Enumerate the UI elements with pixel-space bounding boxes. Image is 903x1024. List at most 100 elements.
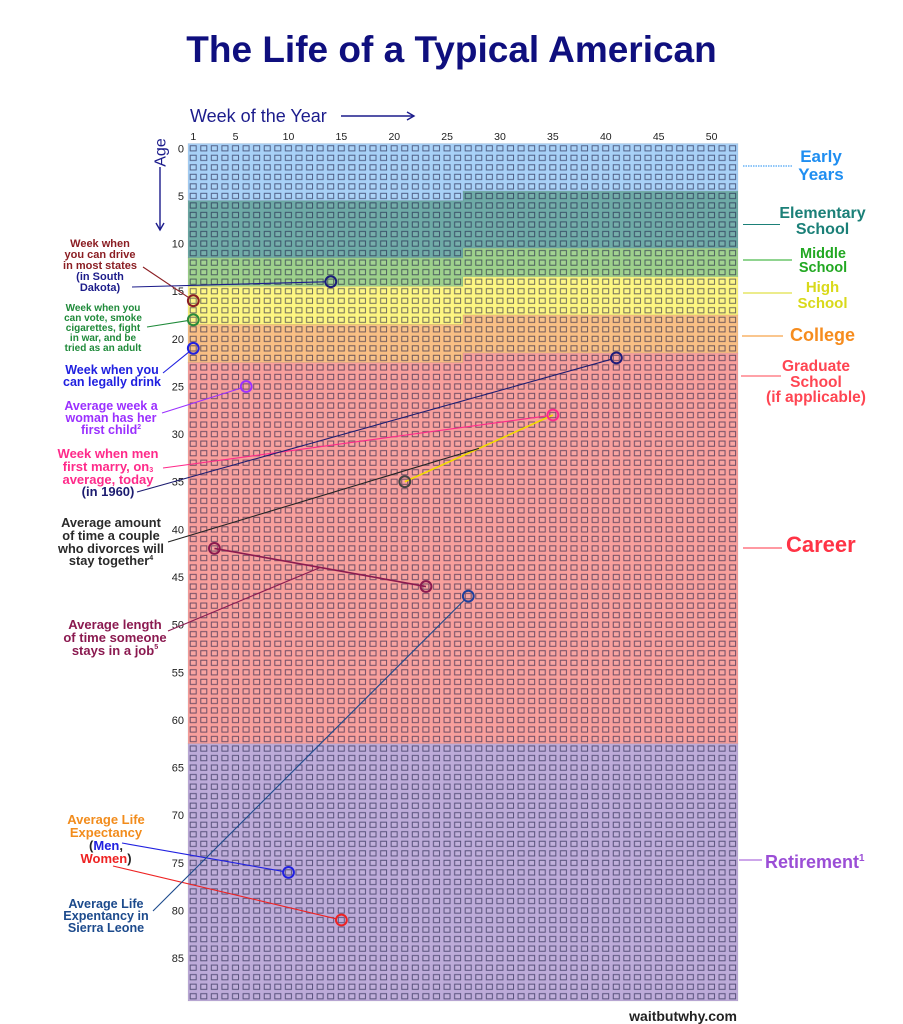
age-tick-label: 20 bbox=[172, 334, 184, 346]
band-label-high-school: High School bbox=[797, 278, 847, 312]
week-tick-label: 30 bbox=[494, 131, 506, 143]
annotation-text: first marry, on bbox=[62, 458, 150, 474]
leader-drive-south-dakota bbox=[131, 281, 326, 288]
leader-life-women bbox=[112, 865, 337, 920]
leader-life-men bbox=[121, 842, 284, 872]
annotation-line: first marry, on3 bbox=[58, 458, 159, 474]
week-tick-label: 25 bbox=[441, 131, 453, 143]
week-tick-label: 10 bbox=[283, 131, 295, 143]
band-label-leaders bbox=[739, 165, 792, 861]
annotation-line: Women) bbox=[67, 850, 145, 866]
week-tick-label: 15 bbox=[336, 131, 348, 143]
event-markers bbox=[186, 275, 623, 927]
leader-marry-1960 bbox=[136, 358, 612, 493]
annotation-marry-1960: (in 1960) bbox=[82, 485, 135, 499]
age-tick-label: 30 bbox=[172, 429, 184, 441]
leader-drive bbox=[142, 266, 190, 299]
age-tick-label: 75 bbox=[172, 858, 184, 870]
marker-drive-south-dakota bbox=[324, 275, 338, 289]
paren-close: ) bbox=[127, 850, 132, 866]
week-tick-label: 5 bbox=[233, 131, 239, 143]
band-label-middle-school: Middle School bbox=[799, 246, 847, 275]
annotation-job: Average length of time someone stays in … bbox=[63, 618, 166, 657]
week-tick-label: 20 bbox=[388, 131, 400, 143]
annotation-sierra-leone: Average Life Expentancy in Sierra Leone bbox=[63, 896, 149, 936]
annotation-line: can legally drink bbox=[63, 375, 161, 390]
marker-marry-1960 bbox=[610, 351, 623, 365]
band-label-line: School bbox=[795, 221, 850, 238]
band-label-college: College bbox=[790, 325, 855, 345]
annotation-vote: Week when you can vote, smoke cigarettes… bbox=[64, 304, 142, 354]
band-label-line: Elementary bbox=[779, 205, 866, 222]
age-tick-label: 55 bbox=[172, 667, 184, 679]
marker-first-child bbox=[239, 380, 253, 393]
week-tick-label: 50 bbox=[706, 131, 718, 143]
week-tick-label: 35 bbox=[547, 131, 559, 143]
paren-open: ( bbox=[89, 837, 94, 853]
band-label-line: School bbox=[790, 373, 842, 391]
band-label-line: College bbox=[790, 325, 856, 345]
marker-sierra-leone bbox=[461, 589, 475, 603]
annotation-line: Week when men bbox=[57, 446, 159, 461]
week-grid bbox=[188, 143, 738, 1001]
annotation-line: stay together4 bbox=[58, 554, 164, 568]
annotation-line: cigarettes, fight bbox=[65, 323, 141, 334]
annotation-line: Expectancy bbox=[69, 825, 143, 841]
band-label-line: High bbox=[805, 278, 840, 296]
watermark[interactable]: waitbutwhy.com bbox=[629, 1008, 737, 1024]
leader-drink bbox=[162, 351, 190, 374]
footnote-marker: 5 bbox=[154, 643, 159, 652]
annotation-marry-today: Week when men first marry, on3 average, … bbox=[57, 446, 159, 486]
band-label-graduate-school: Graduate School (if applicable) bbox=[766, 359, 866, 406]
band-label-retirement: Retirement1 bbox=[765, 851, 865, 873]
age-tick-label: 70 bbox=[172, 810, 184, 822]
annotation-leaders bbox=[112, 266, 612, 920]
band-label-line: Graduate bbox=[781, 358, 851, 375]
footnote-marker: 1 bbox=[859, 852, 865, 864]
annotation-line: Week when bbox=[70, 237, 130, 250]
footnote-marker: 4 bbox=[149, 555, 154, 563]
age-tick-label: 65 bbox=[172, 763, 184, 775]
band-label-line: Career bbox=[786, 532, 856, 557]
marker-drink bbox=[186, 341, 200, 355]
annotation-line: Dakota) bbox=[79, 281, 121, 294]
band-label-line: Early bbox=[800, 147, 842, 166]
leader-divorce bbox=[167, 447, 480, 543]
leader-job bbox=[167, 566, 321, 632]
age-tick-label: 85 bbox=[172, 953, 184, 965]
annotation-divorce: Average amount of time a couple who divo… bbox=[58, 515, 164, 568]
marker-job-start bbox=[208, 542, 221, 555]
annotation-line: Sierra Leone bbox=[67, 921, 145, 936]
annotation-line: woman has her bbox=[65, 410, 157, 425]
age-axis-label: Age bbox=[153, 138, 170, 167]
span-job-tenure bbox=[214, 547, 427, 588]
axis-ticks: 1 5 10 15 20 25 30 35 40 45 5005101520253035404550… bbox=[172, 131, 718, 965]
chart-title: The Life of a Typical American bbox=[186, 29, 717, 70]
band-label-line: Retirement1 bbox=[765, 851, 865, 873]
band-label-text: Retirement bbox=[765, 852, 860, 872]
marker-marry-today bbox=[546, 408, 560, 422]
age-tick-label: 0 bbox=[178, 143, 184, 155]
marker-divorce bbox=[398, 475, 412, 489]
week-axis-label: Week of the Year bbox=[190, 106, 327, 126]
age-tick-label: 35 bbox=[172, 477, 184, 489]
leader-sierra-leone bbox=[152, 599, 465, 912]
age-tick-label: 50 bbox=[172, 620, 184, 632]
band-label-early-years: Early Years bbox=[798, 148, 843, 183]
band-label-line: (if applicable) bbox=[766, 389, 866, 406]
band-label-line: Middle bbox=[800, 246, 846, 262]
annotation-drive: Week when you can drive in most states bbox=[63, 237, 137, 272]
marker-job-end bbox=[419, 580, 433, 593]
leader-marry-today bbox=[162, 415, 548, 469]
annotation-line: Average amount bbox=[61, 515, 161, 530]
leader-vote bbox=[146, 320, 189, 328]
annotation-line: who divorces will bbox=[58, 540, 164, 556]
annotation-line: Average Life bbox=[68, 896, 144, 911]
annotation-life-expectancy: Average Life Expectancy (Men, Women) bbox=[67, 813, 145, 866]
week-tick-label: 40 bbox=[600, 131, 612, 143]
age-tick-label: 15 bbox=[172, 286, 184, 298]
age-tick-label: 10 bbox=[172, 239, 184, 251]
annotation-line: tried as an adult bbox=[64, 343, 142, 354]
annotation-text: stays in a job bbox=[71, 642, 155, 658]
annotation-line: Expentancy in bbox=[63, 908, 149, 923]
